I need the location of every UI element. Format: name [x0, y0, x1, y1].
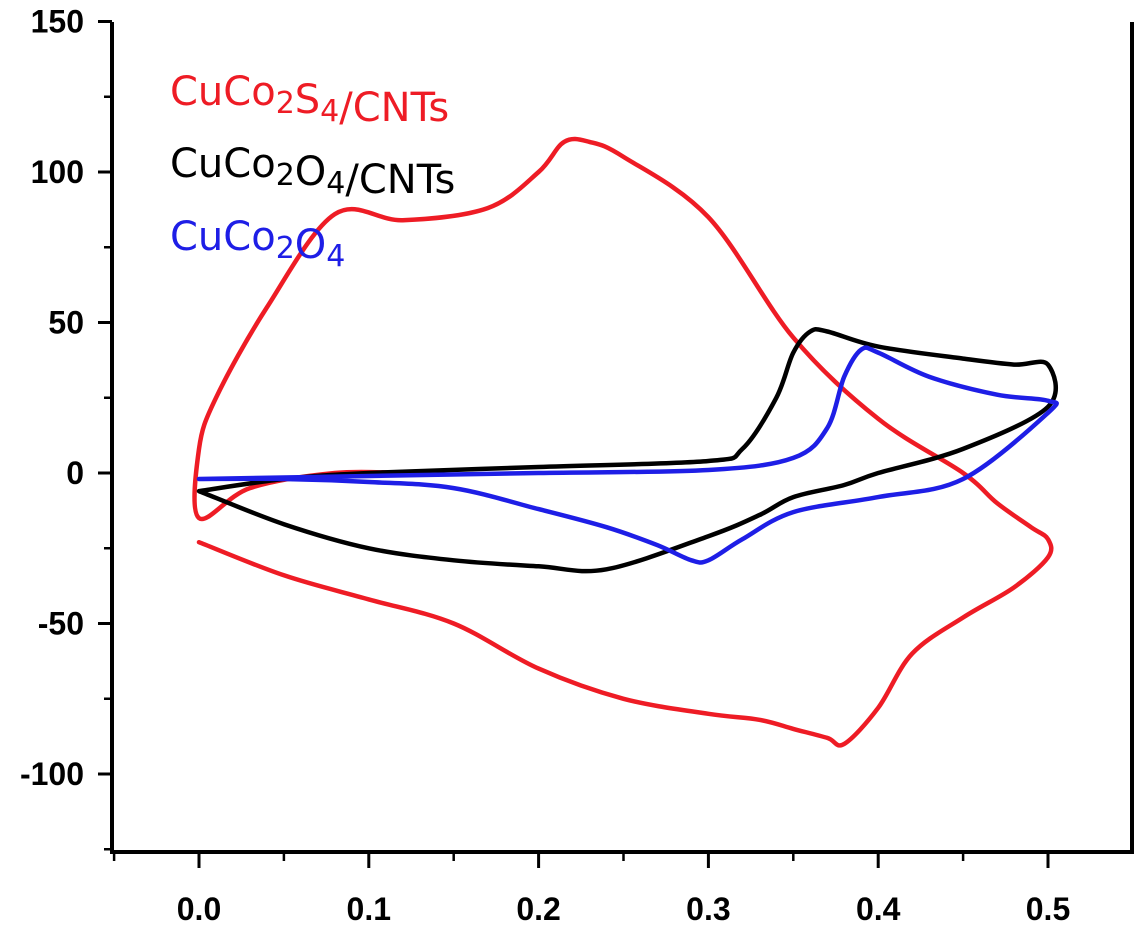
x-tick-label: 0.1	[347, 891, 391, 927]
legend-entry: CuCo2O4	[170, 214, 345, 274]
y-tick-label: 100	[31, 154, 84, 190]
x-tick-label: 0.5	[1026, 891, 1070, 927]
plot-lines	[192, 136, 1059, 748]
y-tick-label: 150	[31, 4, 84, 40]
x-tick-label: 0.2	[516, 891, 560, 927]
ticks: -100 -50 0 50 100 150 0.0 0.1 0.2 0.3 0.4 0.5	[20, 4, 1070, 928]
y-tick-label: 50	[48, 305, 84, 341]
legend-entry: CuCo2O4/CNTs	[170, 141, 455, 203]
axes	[110, 22, 1134, 854]
y-tick-label: -100	[20, 756, 84, 792]
y-tick-label: -50	[38, 606, 84, 642]
legend-entry: CuCo2S4/CNTs	[170, 69, 449, 131]
series-line-cuco2o4	[196, 345, 1059, 565]
y-tick-label: 0	[66, 455, 84, 491]
legend: CuCo2S4/CNTs CuCo2O4/CNTs CuCo2O4	[170, 69, 455, 274]
x-tick-label: 0.3	[686, 891, 730, 927]
x-tick-label: 0.0	[177, 891, 221, 927]
x-tick-label: 0.4	[856, 891, 901, 927]
plot-frame	[110, 22, 1134, 854]
series-line-cuco2o4-cnts	[196, 327, 1058, 574]
